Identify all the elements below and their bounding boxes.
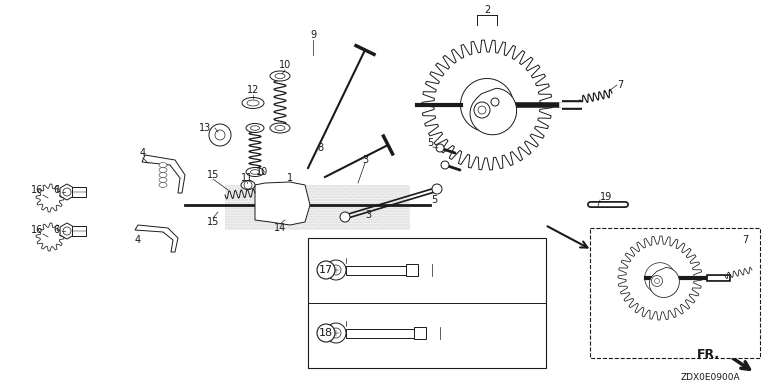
Text: 20: 20 (433, 265, 443, 275)
Text: 5: 5 (348, 257, 353, 265)
Circle shape (215, 130, 225, 140)
Text: 5: 5 (431, 195, 437, 205)
Ellipse shape (159, 182, 167, 187)
Text: 7: 7 (617, 80, 624, 90)
Text: 19: 19 (600, 192, 612, 202)
Ellipse shape (246, 124, 264, 132)
Text: 12: 12 (247, 85, 259, 95)
Text: 25: 25 (435, 265, 445, 275)
Circle shape (340, 212, 350, 222)
Bar (346, 265, 418, 275)
Bar (406, 264, 418, 276)
Text: 3: 3 (365, 210, 371, 220)
Circle shape (331, 328, 341, 338)
Ellipse shape (159, 167, 167, 172)
Circle shape (63, 188, 71, 196)
Text: 8: 8 (317, 143, 323, 153)
Text: 2: 2 (484, 5, 490, 15)
Circle shape (317, 261, 335, 279)
Circle shape (651, 275, 663, 286)
Circle shape (654, 278, 660, 283)
Circle shape (317, 324, 335, 342)
Bar (72, 187, 86, 197)
Text: ZDX0E0900A: ZDX0E0900A (680, 374, 740, 382)
Polygon shape (422, 40, 552, 170)
Text: 11: 11 (241, 173, 253, 183)
Ellipse shape (275, 73, 285, 78)
Circle shape (326, 260, 346, 280)
Bar (225, 185, 410, 230)
Text: 15: 15 (207, 170, 219, 180)
Text: 10: 10 (279, 60, 291, 70)
Text: 6: 6 (53, 225, 59, 235)
Text: M8: M8 (369, 262, 380, 270)
Circle shape (331, 265, 341, 275)
Polygon shape (135, 225, 178, 252)
Ellipse shape (247, 100, 259, 106)
Polygon shape (142, 155, 185, 193)
Text: 10: 10 (256, 167, 268, 177)
Polygon shape (36, 223, 64, 251)
Text: FR.: FR. (697, 349, 720, 361)
Polygon shape (60, 184, 74, 200)
Bar (346, 328, 425, 338)
Circle shape (478, 106, 486, 114)
Text: 19: 19 (442, 328, 452, 338)
Ellipse shape (246, 167, 264, 177)
Ellipse shape (159, 172, 167, 177)
Ellipse shape (159, 177, 167, 182)
Text: 5: 5 (427, 138, 433, 148)
Ellipse shape (270, 71, 290, 81)
Text: 6: 6 (53, 185, 59, 195)
Ellipse shape (159, 162, 167, 167)
Text: 100.4: 100.4 (381, 350, 402, 359)
Text: 7: 7 (742, 235, 748, 245)
Circle shape (432, 184, 442, 194)
Text: 81.4: 81.4 (379, 287, 396, 296)
Text: 4: 4 (135, 235, 141, 245)
Ellipse shape (275, 126, 285, 131)
Text: 15: 15 (207, 217, 219, 227)
Text: 1: 1 (287, 173, 293, 183)
Text: 4.78: 4.78 (348, 319, 365, 328)
Text: 16: 16 (31, 185, 43, 195)
Ellipse shape (250, 170, 260, 174)
Polygon shape (60, 223, 74, 239)
Circle shape (209, 124, 231, 146)
Ellipse shape (242, 98, 264, 109)
Polygon shape (36, 184, 64, 212)
Bar (225, 185, 410, 230)
Text: 17: 17 (344, 342, 354, 351)
Circle shape (491, 98, 499, 106)
Text: 3: 3 (362, 155, 368, 165)
Circle shape (441, 161, 449, 169)
Polygon shape (618, 236, 702, 320)
Ellipse shape (241, 180, 255, 189)
Polygon shape (255, 182, 310, 225)
Ellipse shape (270, 123, 290, 133)
Text: 17: 17 (319, 265, 333, 275)
Polygon shape (470, 88, 517, 135)
Text: 23: 23 (345, 279, 355, 288)
Bar (308, 238, 546, 368)
Circle shape (474, 102, 490, 118)
Bar (414, 327, 425, 339)
Text: 9: 9 (310, 30, 316, 40)
Text: 16: 16 (31, 225, 43, 235)
Ellipse shape (250, 126, 260, 130)
Circle shape (244, 181, 252, 189)
Text: 18: 18 (319, 328, 333, 338)
Circle shape (326, 323, 346, 343)
Bar (590, 228, 760, 358)
Circle shape (436, 144, 444, 152)
Text: 25: 25 (444, 328, 453, 338)
Text: 13: 13 (199, 123, 211, 133)
Text: 4: 4 (140, 148, 146, 158)
Polygon shape (650, 268, 680, 298)
Text: 14: 14 (274, 223, 286, 233)
Circle shape (63, 227, 71, 235)
Bar (72, 226, 86, 236)
